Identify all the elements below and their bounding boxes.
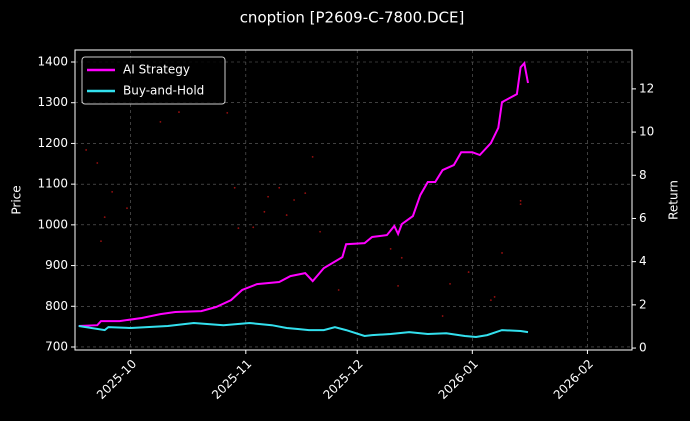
line-series [78,321,529,339]
price-point [397,285,399,287]
price-point [311,155,314,158]
price-point [159,120,162,123]
price-point [337,289,340,291]
price-point [103,216,106,219]
price-point [304,192,307,194]
price-point [489,299,492,302]
price-point [126,207,128,210]
legend-label: AI Strategy [123,63,190,77]
price-point [267,195,269,198]
price-point [252,226,255,229]
price-point [467,271,470,273]
legend-label: Buy-and-Hold [123,84,204,98]
price-point [519,203,522,205]
price-point [285,214,288,216]
price-point [111,190,114,193]
price-point [293,199,295,201]
price-point [519,199,522,202]
y-tick-label: 700 [45,339,68,353]
y-axis-label: Price [10,185,24,214]
price-point [449,282,451,285]
y2-tick-label: 8 [639,168,647,182]
y2-tick-label: 12 [639,81,654,95]
legend-box [81,56,226,105]
y-tick-label: 1400 [37,55,68,69]
y-tick-label: 1100 [37,177,68,191]
y2-tick-label: 2 [639,297,647,311]
price-point [178,111,180,113]
price-point [389,247,392,250]
price-point [226,111,229,114]
plot-frame [74,49,633,351]
y2-tick-label: 10 [639,125,654,139]
price-point [85,149,88,151]
y-tick-label: 800 [45,299,68,313]
price-point [100,240,102,243]
y-tick-label: 1200 [37,136,68,150]
y-tick-label: 1300 [37,95,68,109]
y-tick-label: 900 [45,258,68,272]
price-point [233,186,236,189]
price-point [319,230,321,233]
price-point [400,256,403,259]
price-point [237,227,240,230]
y2-axis-label: Return [667,180,681,220]
y2-tick-label: 4 [639,254,647,268]
y2-tick-label: 0 [639,341,647,355]
price-point [493,296,496,298]
price-point [278,186,281,189]
chart-title: cnoption [P2609-C-7800.DCE] [240,9,465,27]
price-point [263,210,266,213]
price-point [501,252,503,254]
price-point [96,162,99,164]
price-point [441,315,444,317]
y-tick-label: 1000 [37,217,68,231]
y2-tick-label: 6 [639,211,647,225]
line-series [78,61,529,327]
